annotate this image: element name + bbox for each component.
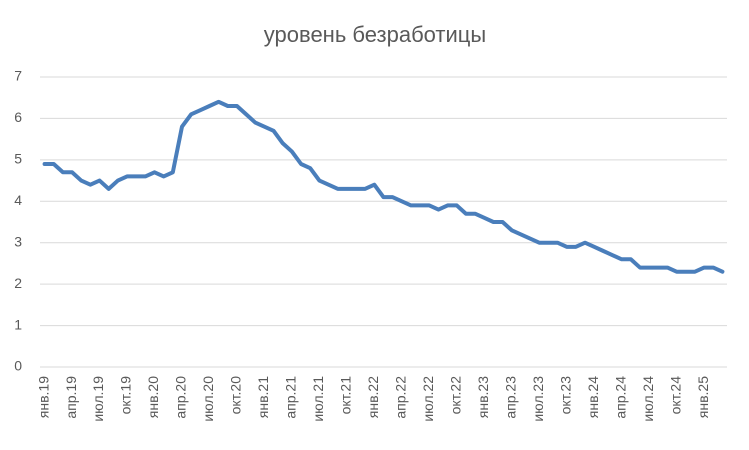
- y-tick-label: 7: [14, 68, 22, 84]
- x-tick-label: июл.19: [90, 376, 106, 422]
- x-tick-label: апр.22: [393, 376, 409, 419]
- x-tick-label: июл.22: [420, 376, 436, 422]
- x-tick-label: апр.19: [63, 376, 79, 419]
- y-tick-label: 1: [14, 316, 22, 332]
- y-tick-label: 6: [14, 109, 22, 125]
- x-tick-label: окт.24: [667, 376, 683, 415]
- line-series: [42, 99, 725, 274]
- chart-title: уровень безработицы: [264, 22, 486, 47]
- x-tick-label: окт.21: [338, 376, 354, 415]
- y-tick-label: 0: [14, 358, 22, 374]
- x-tick-label: окт.19: [118, 376, 134, 415]
- y-tick-label: 4: [14, 192, 22, 208]
- y-tick-label: 2: [14, 275, 22, 291]
- x-tick-label: апр.21: [283, 376, 299, 419]
- x-tick-label: апр.23: [502, 376, 518, 419]
- x-tick-label: янв.23: [475, 376, 491, 418]
- x-tick-label: янв.20: [145, 376, 161, 418]
- x-tick-label: янв.25: [695, 376, 711, 418]
- x-tick-label: окт.23: [557, 376, 573, 415]
- x-tick-label: июл.21: [310, 376, 326, 422]
- x-tick-label: апр.20: [173, 376, 189, 419]
- x-tick-label: янв.24: [585, 376, 601, 418]
- x-tick-label: янв.19: [35, 376, 51, 418]
- x-tick-label: июл.24: [640, 376, 656, 422]
- x-tick-label: окт.22: [447, 376, 463, 415]
- x-tick-label: янв.21: [255, 376, 271, 418]
- y-tick-label: 5: [14, 151, 22, 167]
- x-tick-label: окт.20: [228, 376, 244, 415]
- x-tick-label: апр.24: [612, 376, 628, 419]
- x-tick-label: июл.23: [530, 376, 546, 422]
- x-tick-label: июл.20: [200, 376, 216, 422]
- y-tick-label: 3: [14, 233, 22, 249]
- x-tick-label: янв.22: [365, 376, 381, 418]
